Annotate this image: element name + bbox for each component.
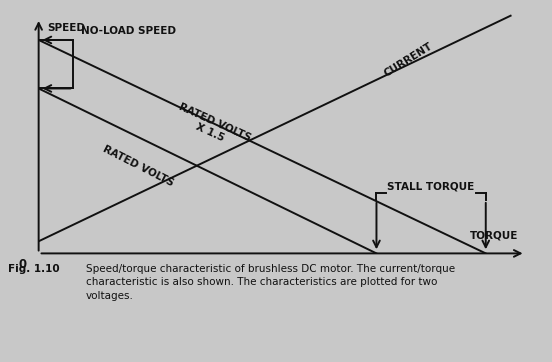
Text: NO-LOAD SPEED: NO-LOAD SPEED — [81, 26, 176, 36]
Text: STALL TORQUE: STALL TORQUE — [388, 182, 475, 191]
Text: RATED VOLTS
X 1.5: RATED VOLTS X 1.5 — [172, 101, 253, 153]
Text: SPEED: SPEED — [47, 23, 86, 33]
Text: TORQUE: TORQUE — [470, 230, 518, 240]
Text: 0: 0 — [19, 258, 27, 271]
Text: Fig. 1.10: Fig. 1.10 — [8, 264, 60, 274]
Text: Speed/torque characteristic of brushless DC motor. The current/torque
characteri: Speed/torque characteristic of brushless… — [86, 264, 455, 301]
Text: CURRENT: CURRENT — [383, 41, 434, 79]
Text: RATED VOLTS: RATED VOLTS — [101, 144, 175, 188]
